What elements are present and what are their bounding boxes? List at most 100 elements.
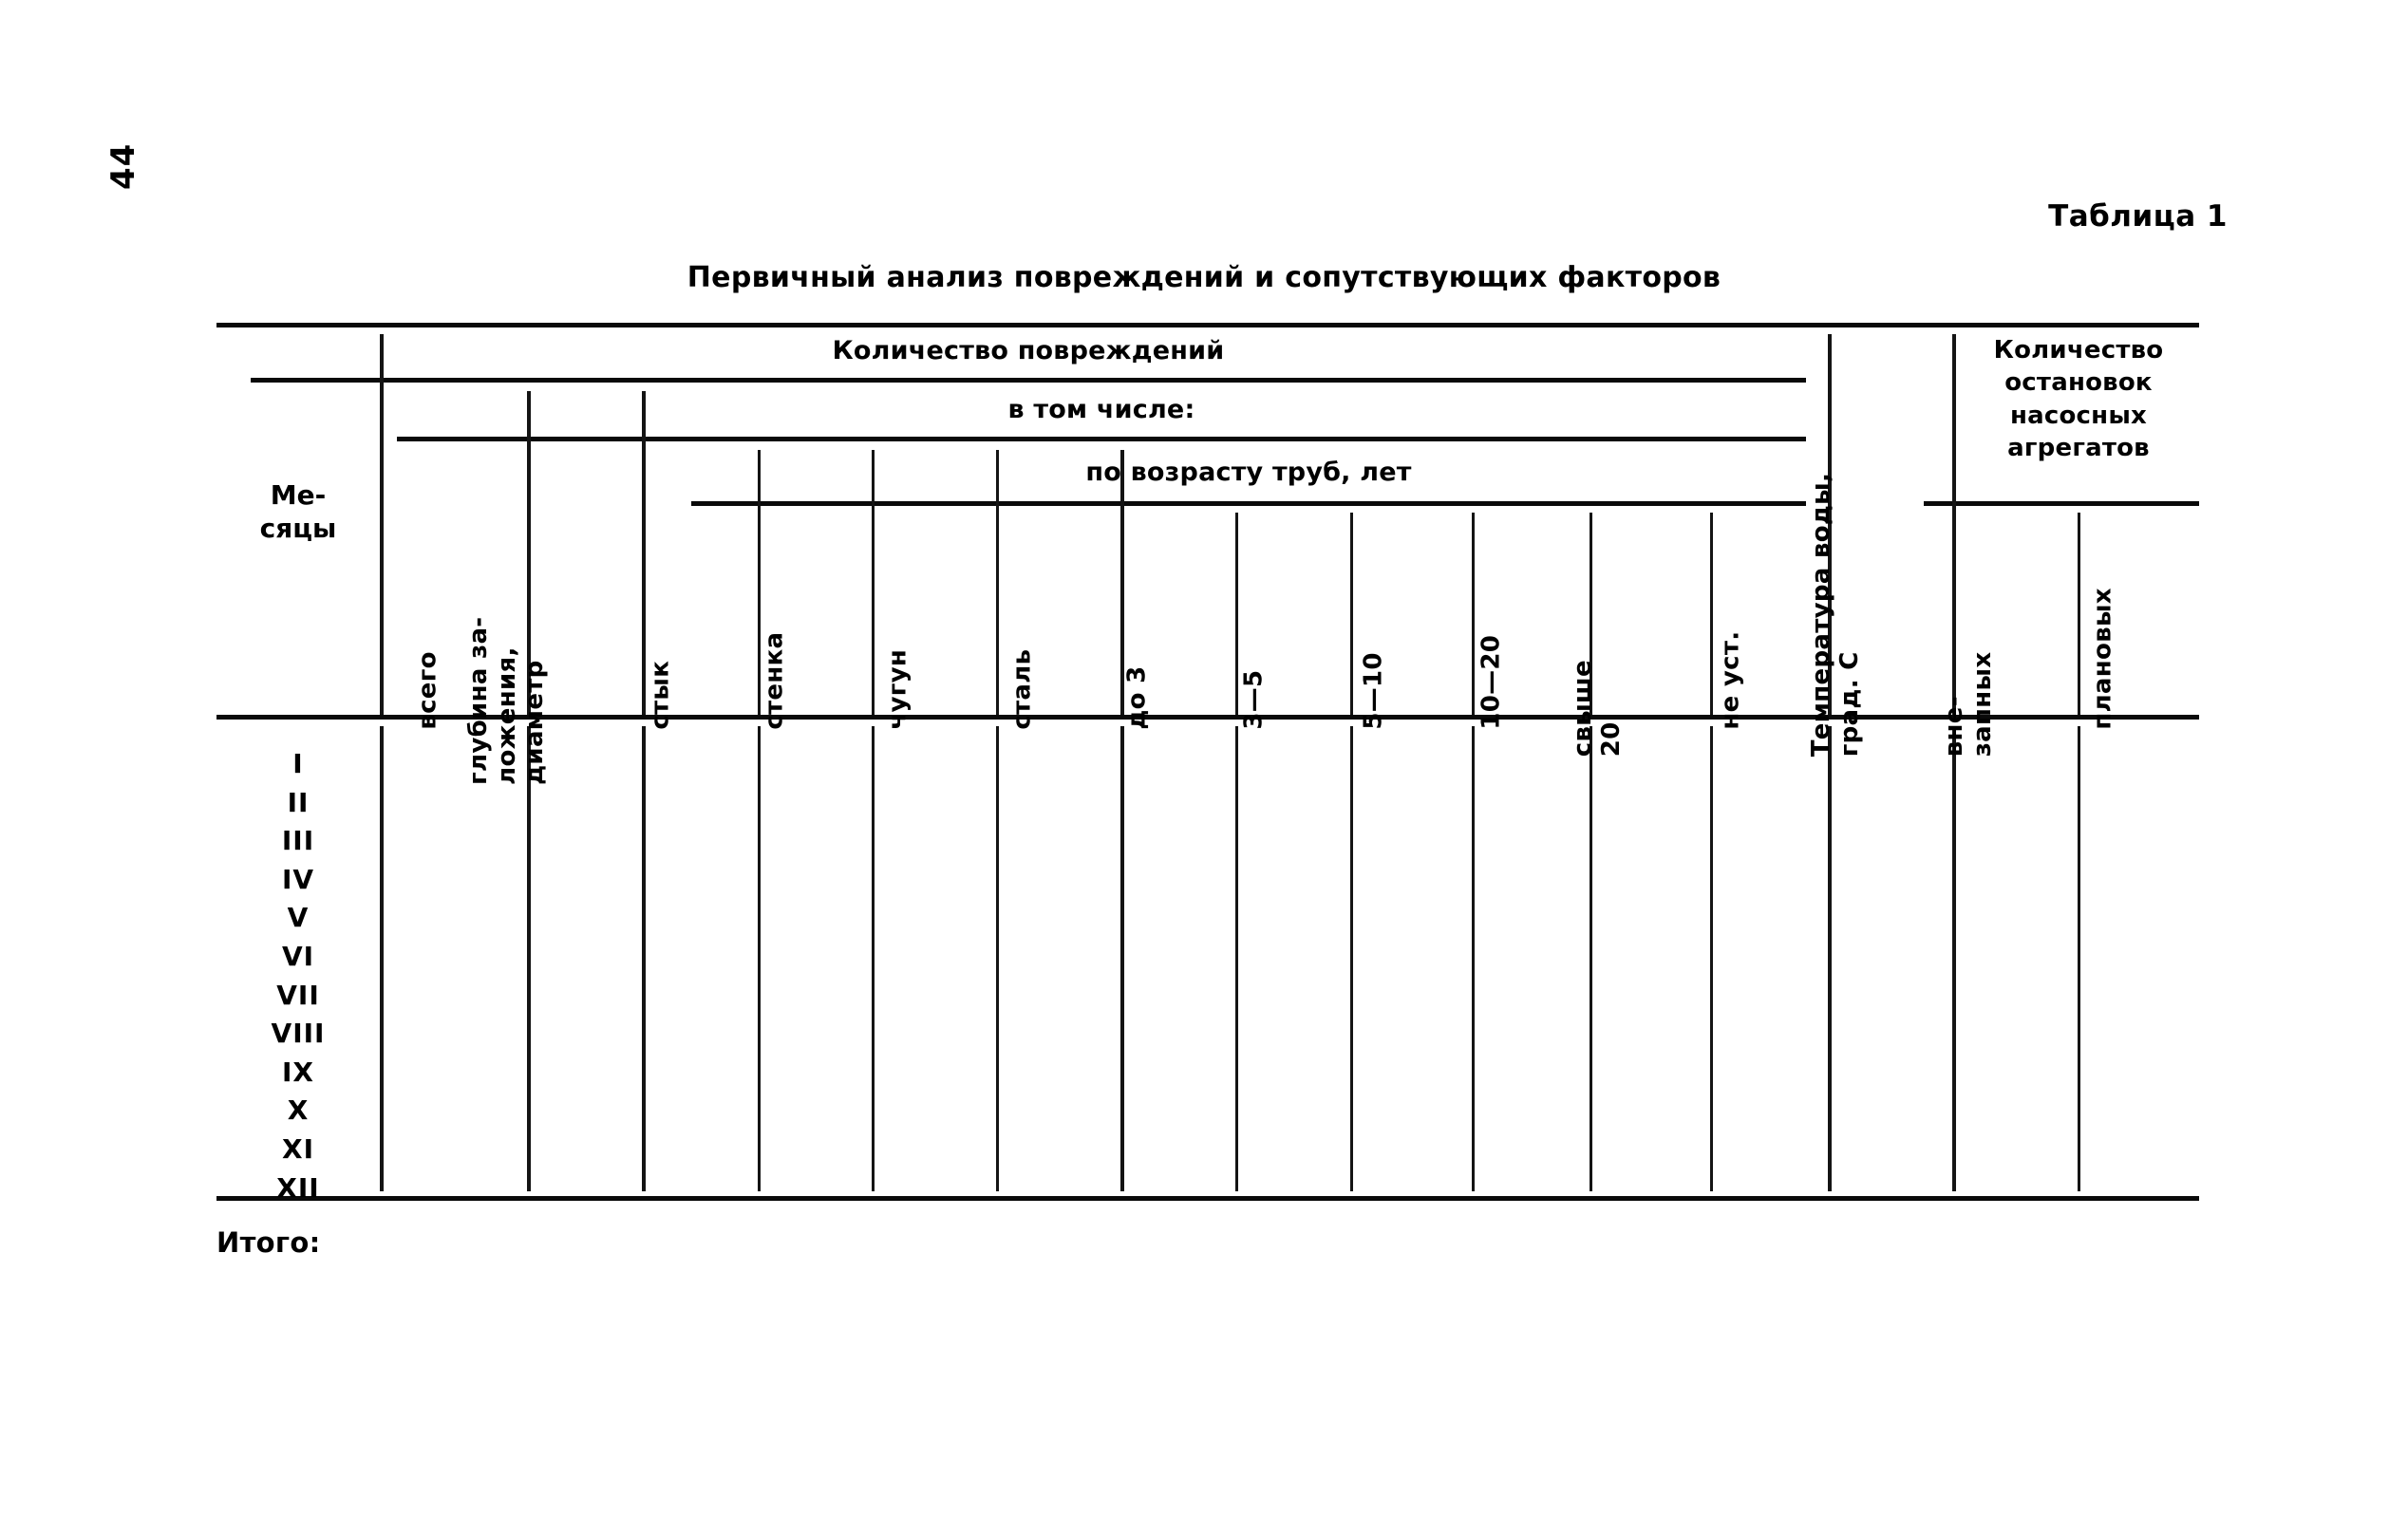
divider-ne-ust: [1828, 334, 1832, 715]
body-divider-do3: [1235, 726, 1238, 1191]
body-divider-stenka: [872, 726, 875, 1191]
table-row: X: [287, 1094, 310, 1127]
pump-stops-line-4: агрегатов: [2007, 433, 2150, 462]
body-divider-temperatura: [1952, 726, 1956, 1191]
column-header-stenka: стенка: [760, 632, 789, 730]
table-row: IV: [281, 863, 315, 895]
table-row: I: [292, 748, 304, 779]
table-row: V: [287, 902, 310, 934]
divider-svyshe20: [1710, 513, 1713, 715]
pump-stops-line-2: остановок: [2004, 368, 2153, 398]
page-title: Первичный анализ повреждений и сопутству…: [687, 261, 1721, 294]
col-stal-line-1: сталь: [1007, 648, 1037, 730]
col-temperatura-line-1: Температура воды,: [1806, 472, 1835, 758]
col-5-10-line-1: 5—10: [1359, 652, 1388, 730]
col-styk-line-1: стык: [646, 660, 675, 730]
table-row: XI: [281, 1132, 314, 1165]
table-row: VI: [281, 940, 315, 972]
column-header-styk: стык: [646, 661, 675, 730]
rule-pump-stops: [1924, 501, 2199, 506]
rule-pipe-age: [691, 501, 1806, 506]
body-divider-10-20: [1590, 726, 1592, 1191]
column-header-stal: сталь: [1007, 649, 1037, 730]
column-header-10-20: 10—20: [1477, 635, 1506, 730]
divider-stenka: [872, 450, 875, 715]
analysis-table: Количество повреждений в том числе: по в…: [216, 323, 2199, 1204]
group-header-quantity-of-damage: Количество повреждений: [832, 336, 1225, 365]
body-divider-glubina: [642, 726, 646, 1191]
divider-10-20: [1590, 513, 1592, 715]
rule-quantity-group: [251, 378, 1806, 383]
group-header-including: в том числе:: [1007, 395, 1195, 424]
col-glubina-line-3: диаметр: [520, 660, 550, 785]
total-label: Итого:: [216, 1226, 321, 1259]
group-header-by-pipe-age: по возрасту труб, лет: [1085, 458, 1412, 487]
column-header-do3: до 3: [1122, 665, 1152, 729]
col-stenka-line-1: стенка: [760, 631, 789, 730]
column-header-chugun: чугун: [883, 649, 912, 730]
col-vsego-line-1: всего: [413, 651, 442, 730]
stub-header: Ме- сяцы: [216, 478, 380, 545]
table-label: Таблица 1: [2048, 199, 2228, 234]
col-svyshe20-line-1: свыше: [1568, 660, 1597, 758]
col-temperatura-line-2: град. С: [1834, 651, 1864, 758]
stub-header-line-1: Ме-: [270, 479, 327, 511]
body-divider-chugun: [996, 726, 999, 1191]
month-rows: I II III IV V VI VII VIII IX X XI XII: [216, 745, 380, 1207]
column-header-5-10: 5—10: [1359, 652, 1388, 729]
divider-temperatura: [1952, 334, 1956, 715]
divider-stub: [380, 334, 384, 715]
table-row: XII: [276, 1171, 320, 1204]
column-header-vnezapnyh: вне- запных: [1939, 567, 1997, 758]
divider-3-5: [1350, 513, 1353, 715]
column-header-glubina: глубина за- ложения, диаметр: [464, 500, 550, 785]
body-divider-vnezapnyh: [2078, 726, 2080, 1191]
divider-styk: [758, 450, 761, 715]
col-svyshe20-line-2: 20: [1596, 721, 1626, 758]
rule-header-bottom: [216, 715, 2199, 720]
divider-glubina: [642, 391, 646, 715]
col-ne-ust-line-1: не уст.: [1716, 630, 1745, 730]
col-3-5-line-1: 3—5: [1239, 669, 1269, 730]
divider-vnezapnyh: [2078, 513, 2080, 715]
col-glubina-line-1: глубина за-: [464, 616, 494, 785]
body-divider-ne-ust: [1828, 726, 1832, 1191]
group-header-pump-stops: Количество остановок насосных агрегатов: [1958, 334, 2199, 464]
table-bottom-border: [216, 1196, 2199, 1201]
col-vnezapnyh-line-1: вне-: [1939, 696, 1968, 758]
column-header-ne-ust: не уст.: [1716, 631, 1745, 730]
column-header-temperatura: Температура воды, град. С: [1806, 396, 1864, 758]
stub-header-line-2: сяцы: [259, 513, 337, 544]
col-glubina-line-2: ложения,: [492, 646, 521, 785]
body-divider-stal: [1120, 726, 1124, 1191]
page-number: 44: [104, 142, 142, 190]
body-divider-3-5: [1350, 726, 1353, 1191]
table-row: VIII: [271, 1018, 326, 1050]
col-chugun-line-1: чугун: [883, 648, 912, 730]
divider-do3: [1235, 513, 1238, 715]
col-planovyh-line-1: плановых: [2088, 588, 2117, 730]
col-do3-line-1: до 3: [1122, 665, 1152, 730]
table-row: VII: [276, 979, 320, 1011]
body-divider-stub: [380, 726, 384, 1191]
table-row: III: [281, 825, 315, 857]
table-row: II: [287, 786, 310, 818]
rule-including: [397, 437, 1806, 441]
divider-5-10: [1472, 513, 1475, 715]
divider-chugun: [996, 450, 999, 715]
divider-stal: [1120, 450, 1124, 715]
table-top-border: [216, 323, 2199, 327]
divider-vsego: [527, 391, 531, 715]
col-vnezapnyh-line-2: запных: [1967, 651, 1997, 758]
pump-stops-line-1: Количество: [1993, 336, 2164, 365]
body-divider-vsego: [527, 726, 531, 1191]
body-divider-styk: [758, 726, 761, 1191]
column-header-svyshe20: свыше 20: [1568, 548, 1626, 758]
column-header-3-5: 3—5: [1239, 670, 1269, 730]
col-10-20-line-1: 10—20: [1477, 634, 1506, 730]
column-header-vsego: всего: [413, 651, 442, 729]
body-divider-5-10: [1472, 726, 1475, 1191]
body-divider-svyshe20: [1710, 726, 1713, 1191]
table-row: IX: [281, 1056, 314, 1088]
